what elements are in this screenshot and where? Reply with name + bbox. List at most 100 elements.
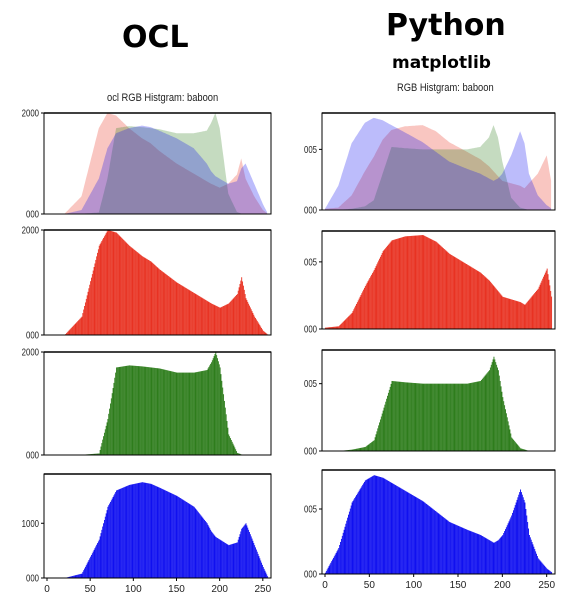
- py-blue-bar: [514, 505, 516, 574]
- ocl-red-bar: [191, 291, 193, 335]
- ocl-red-bar: [211, 303, 213, 335]
- py-blue-bar: [497, 540, 498, 574]
- py-green-bar: [424, 383, 426, 451]
- ocl-red-bar: [98, 245, 100, 335]
- ocl-blue-bar: [148, 483, 150, 578]
- py-red-bar: [334, 326, 336, 329]
- py-green-bar: [368, 444, 370, 451]
- ocl-blue-bar: [113, 495, 115, 578]
- py-blue-bar: [462, 527, 464, 574]
- ocl-blue-bar: [141, 482, 143, 578]
- ocl-red-bar: [142, 256, 144, 335]
- ocl-blue-bar: [161, 488, 163, 578]
- py-red-bar: [485, 277, 487, 329]
- ocl-red-bar: [193, 293, 195, 335]
- py-blue-bar: [515, 502, 517, 574]
- ocl-red-bar: [183, 286, 185, 335]
- py-green-bar: [381, 413, 383, 451]
- py-blue-bar: [398, 487, 400, 574]
- ocl-blue-bar: [249, 532, 250, 578]
- py-blue-bar: [474, 532, 476, 574]
- py-blue-bar: [390, 482, 392, 574]
- py-blue-bar: [521, 494, 523, 574]
- py-blue-bar: [374, 475, 376, 574]
- ocl-blue-bar: [217, 538, 218, 578]
- py-blue-bar: [353, 499, 355, 574]
- py-green-bar: [487, 372, 489, 451]
- py-blue-bar: [518, 494, 520, 574]
- py-red-ytick-label: 005: [304, 256, 317, 267]
- ocl-red-bar: [162, 272, 164, 335]
- py-red-bar: [473, 268, 475, 329]
- py-green-bar: [470, 382, 472, 451]
- py-green-bar: [366, 445, 368, 451]
- ocl-blue-bar: [256, 551, 258, 578]
- ocl-blue-bar: [191, 505, 193, 578]
- ocl-red-bar: [147, 259, 149, 335]
- ocl-red-bar: [205, 300, 207, 335]
- py-blue-bar: [423, 501, 425, 574]
- ocl-blue-bar: [231, 544, 233, 578]
- py-green-bar: [372, 440, 374, 451]
- py-blue-bar: [365, 479, 367, 574]
- py-green-bar: [502, 397, 504, 451]
- py-blue-bar: [545, 567, 547, 574]
- ocl-blue-bar: [119, 488, 121, 578]
- ocl-green-bar: [128, 365, 130, 455]
- ocl-red-bar: [87, 291, 89, 335]
- ocl-blue-bar: [146, 483, 148, 578]
- py-red-bar: [497, 290, 498, 329]
- ocl-green-bar: [135, 365, 137, 455]
- ocl-blue-bar: [138, 482, 140, 578]
- ocl-blue-bar: [170, 493, 172, 578]
- ocl-green-bar: [192, 372, 193, 455]
- ocl-red-bar: [236, 294, 238, 335]
- py-blue-bar: [424, 502, 426, 574]
- py-blue-bar: [479, 534, 481, 574]
- ocl-blue-bar: [156, 486, 158, 578]
- ocl-blue-bar: [184, 500, 186, 578]
- py-green-bar: [497, 367, 498, 451]
- py-red-bar: [544, 272, 546, 329]
- ocl-blue-bar: [210, 529, 212, 578]
- py-green-bar: [411, 382, 413, 451]
- ocl-red-bar: [188, 289, 190, 335]
- ocl-red-bar: [109, 230, 111, 335]
- ocl-green-bar: [120, 366, 122, 455]
- py-blue-bar: [485, 538, 487, 574]
- ocl-red-bar: [250, 309, 252, 335]
- py-red-bar: [495, 288, 497, 329]
- ocl-green-bar: [106, 422, 108, 455]
- py-blue-bar: [394, 484, 396, 574]
- ocl-green-bar: [180, 372, 182, 455]
- ocl-red-bar: [237, 290, 239, 335]
- py-green-bar: [374, 437, 376, 451]
- ocl-green-bar: [99, 450, 101, 455]
- py-red-bar: [536, 290, 537, 329]
- ocl-blue-bar: [182, 499, 184, 578]
- py-blue-bar: [550, 571, 552, 574]
- ocl-blue-bar: [101, 529, 103, 578]
- ocl-blue-bar: [132, 484, 134, 578]
- py-green-bar: [460, 383, 462, 451]
- py-red-bar: [345, 319, 347, 329]
- ocl-green-bar: [220, 374, 222, 455]
- ocl-red-bar: [224, 305, 226, 335]
- py-blue-bar: [465, 529, 467, 574]
- py-red-bar: [464, 262, 466, 329]
- ocl-red-bar: [82, 313, 84, 335]
- ocl-green-bar: [156, 368, 158, 455]
- ocl-red-ytick-label: 000: [26, 330, 39, 341]
- py-red-bar: [452, 255, 454, 329]
- ocl-blue-bar: [98, 539, 100, 578]
- ocl-red-bar: [69, 329, 71, 335]
- ocl-blue-bar: [245, 523, 247, 578]
- ocl-green-bar: [211, 360, 213, 455]
- py-green-bar: [401, 381, 403, 451]
- ocl-blue-bar: [251, 538, 253, 578]
- py-red-bar: [336, 326, 338, 329]
- py-blue-bar: [377, 476, 379, 574]
- py-green-bar: [518, 446, 520, 451]
- ocl-green-bar: [154, 367, 156, 455]
- ocl-red-bar: [99, 244, 101, 335]
